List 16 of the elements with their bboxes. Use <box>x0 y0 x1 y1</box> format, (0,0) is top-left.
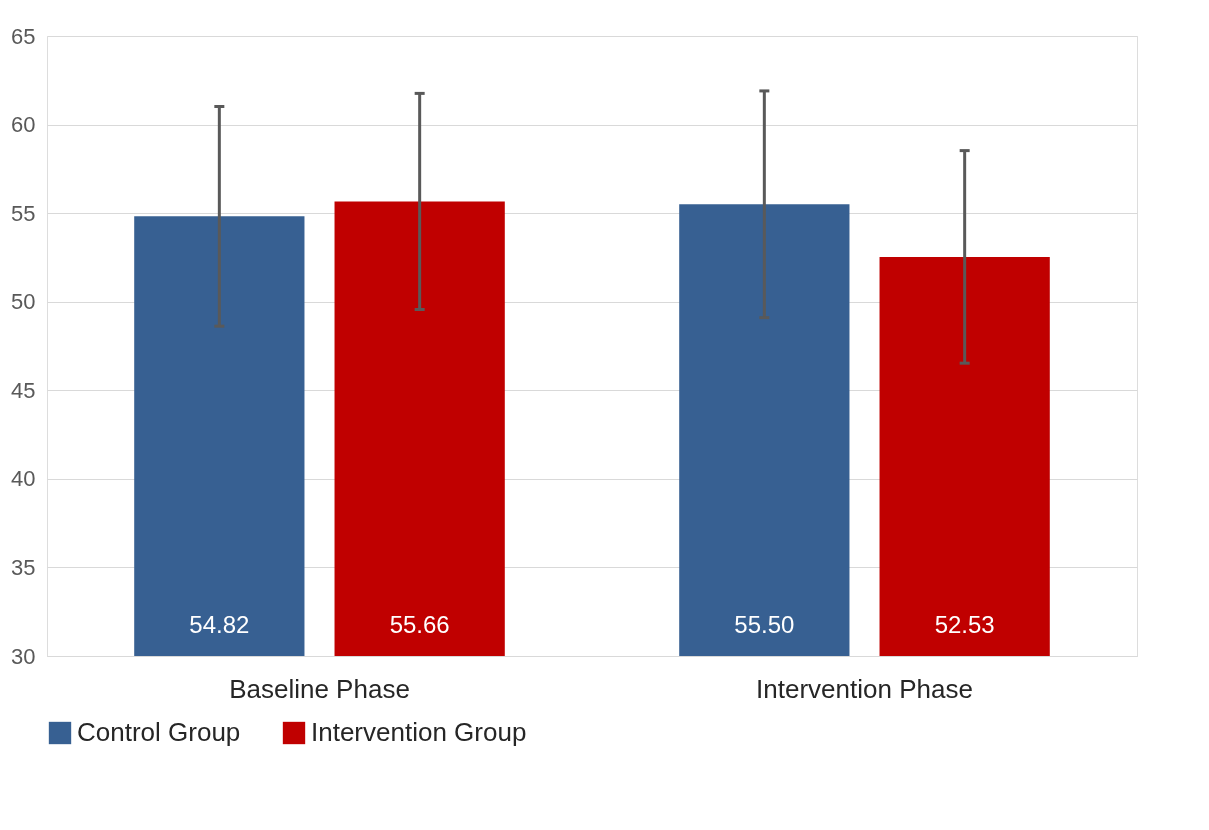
y-tick-label: 30 <box>11 643 36 669</box>
y-tick-label: 40 <box>11 466 36 492</box>
data-label: 54.82 <box>189 611 250 638</box>
y-tick-label: 60 <box>11 112 36 138</box>
y-tick-label: 45 <box>11 377 36 403</box>
x-tick-label: Intervention Phase <box>756 673 973 704</box>
y-tick-label: 65 <box>11 23 36 49</box>
y-tick-label: 55 <box>11 200 36 226</box>
data-label: 55.66 <box>389 611 450 638</box>
y-tick-label: 50 <box>11 289 36 315</box>
data-label: 52.53 <box>934 611 995 638</box>
data-label: 55.50 <box>734 611 795 638</box>
y-tick-label: 35 <box>11 554 36 580</box>
legend-label: Control Group <box>77 717 241 747</box>
legend-label: Intervention Group <box>311 717 527 747</box>
x-tick-label: Baseline Phase <box>229 673 410 704</box>
